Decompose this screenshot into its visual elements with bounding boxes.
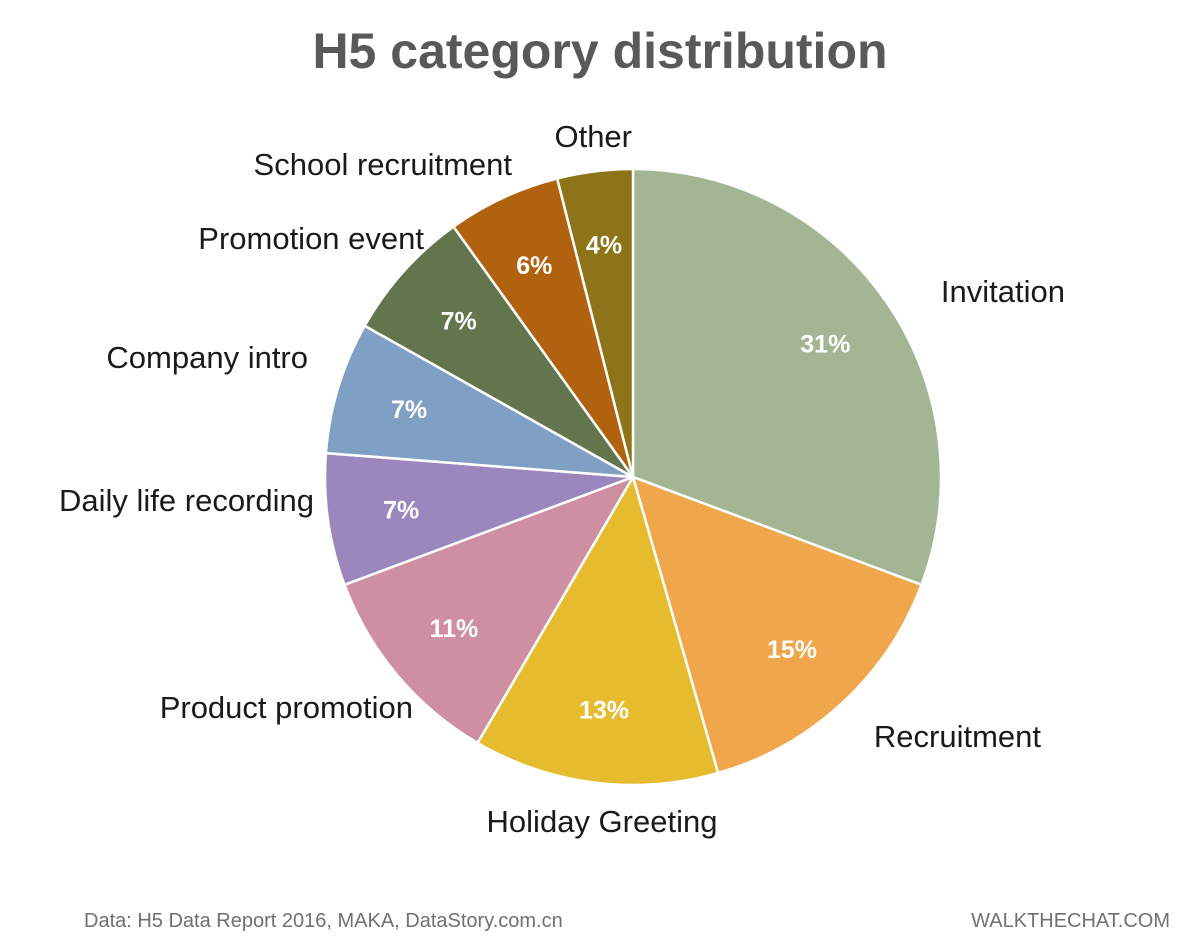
pie-slices — [323, 167, 943, 787]
category-label: School recruitment — [254, 147, 513, 182]
category-label: Company intro — [106, 340, 308, 375]
percent-label: 7% — [441, 308, 477, 336]
pie-slice-company-intro — [324, 324, 635, 479]
category-label: Other — [554, 119, 632, 154]
category-label: Daily life recording — [59, 483, 314, 518]
percent-labels: 31% 15% 13% 11% 7% 7% 7% 6% 4% — [383, 232, 850, 725]
pie-slice-product-promotion — [343, 475, 635, 745]
category-label: Holiday Greeting — [487, 804, 718, 839]
category-label: Product promotion — [160, 690, 413, 725]
category-labels: Invitation Recruitment Holiday Greeting Pro… — [59, 119, 1065, 839]
pie-slice-recruitment — [631, 475, 923, 775]
percent-label: 4% — [586, 232, 622, 260]
category-label: Recruitment — [874, 719, 1041, 754]
source-note: Data: H5 Data Report 2016, MAKA, DataSto… — [84, 910, 563, 932]
percent-label: 7% — [391, 396, 427, 424]
pie-slice-invitation — [631, 167, 943, 587]
pie-slice-promotion-event — [363, 225, 635, 479]
category-label: Invitation — [941, 274, 1065, 309]
pie-slice-holiday-greeting — [476, 475, 720, 787]
percent-label: 7% — [383, 497, 419, 525]
chart-title: H5 category distribution — [312, 23, 888, 79]
percent-label: 13% — [579, 696, 629, 724]
percent-label: 11% — [430, 615, 479, 643]
pie-slice-daily-life-recording — [323, 451, 635, 587]
pie-slice-other — [555, 167, 635, 479]
percent-label: 6% — [516, 252, 552, 280]
percent-label: 31% — [800, 331, 850, 359]
percent-label: 15% — [767, 636, 817, 664]
category-label: Promotion event — [198, 221, 424, 256]
brand-watermark: WALKTHECHAT.COM — [971, 910, 1170, 932]
